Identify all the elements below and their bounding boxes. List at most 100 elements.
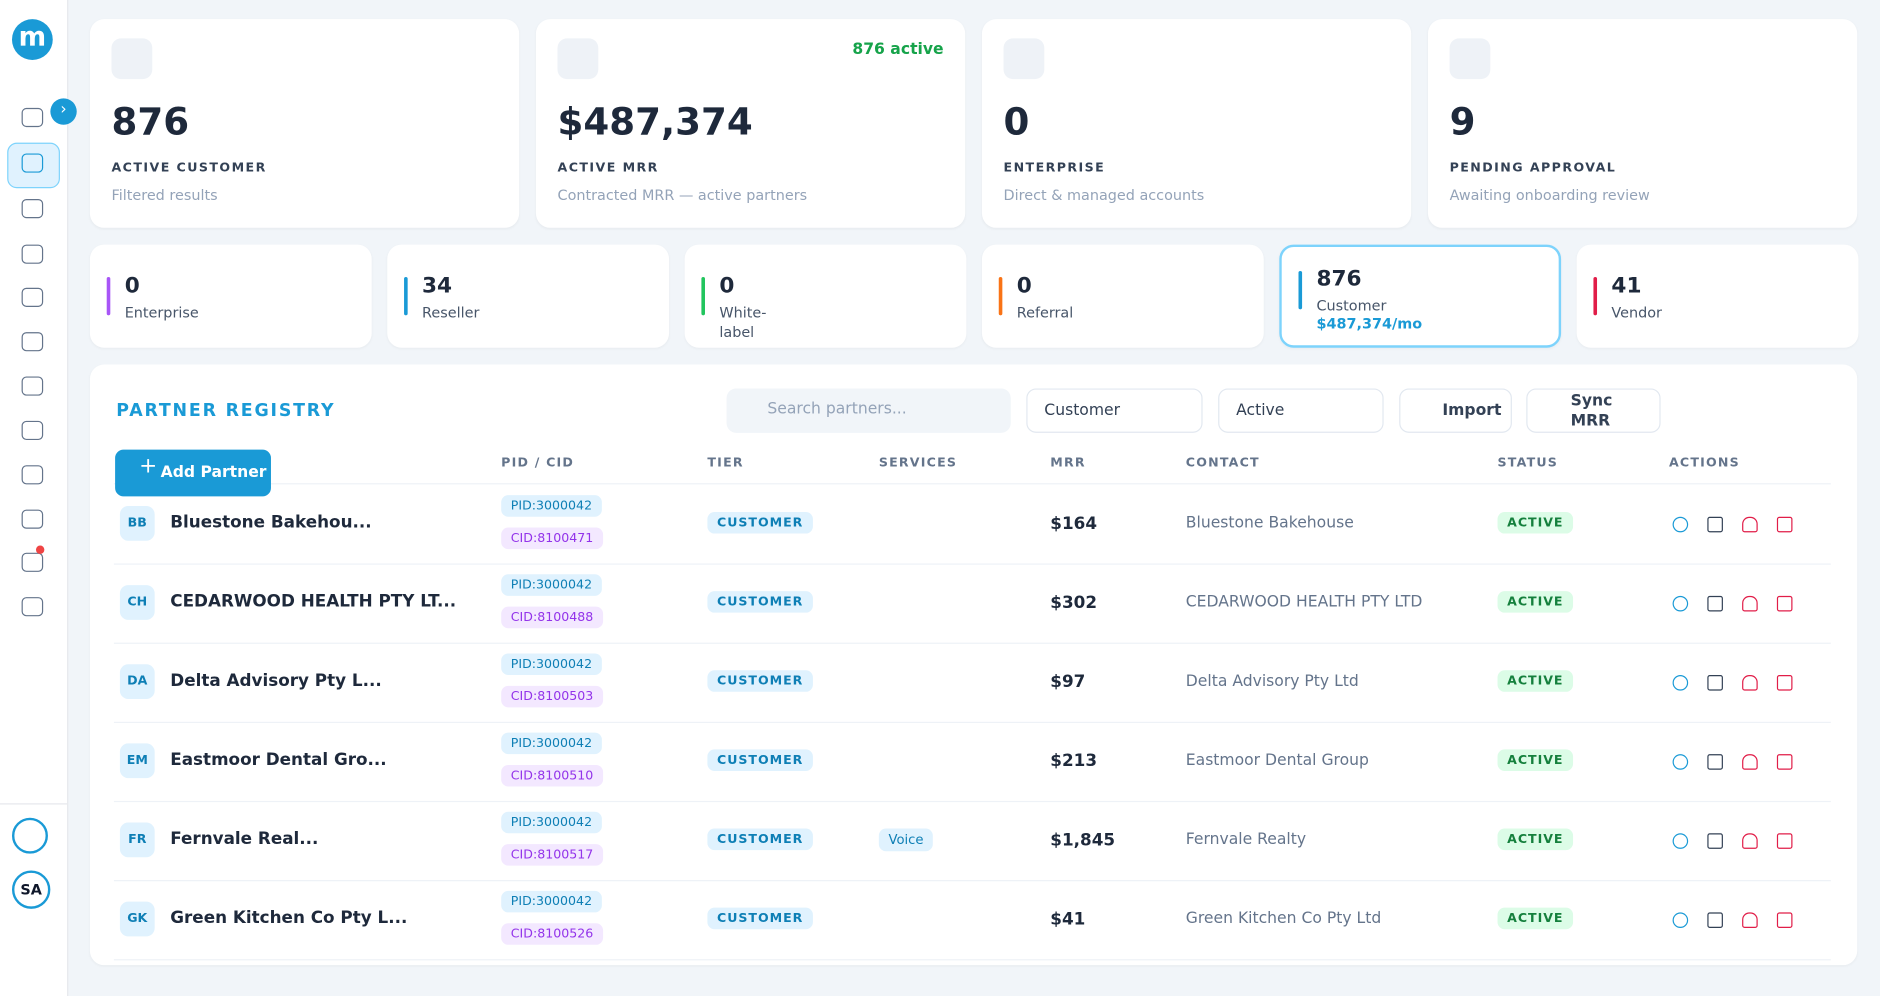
action-icon[interactable] [1707, 516, 1723, 533]
sidebar: m › SA [0, 0, 77, 996]
nav-icon[interactable] [21, 597, 44, 617]
stat-label: ENTERPRISE [1003, 160, 1106, 176]
action-icon[interactable] [1742, 675, 1758, 691]
search-input[interactable]: Search partners... [726, 388, 1011, 433]
action-icon[interactable] [1672, 516, 1689, 533]
nav-icon[interactable] [21, 199, 44, 219]
avatar: EM [119, 743, 155, 779]
contact: CEDARWOOD HEALTH PTY LTD [1185, 593, 1423, 612]
nav-icon[interactable] [21, 465, 44, 485]
tier-bar [1593, 276, 1598, 316]
action-icon[interactable] [1707, 833, 1723, 849]
action-icon[interactable] [1776, 516, 1793, 533]
registry-title: PARTNER REGISTRY [116, 401, 336, 421]
stat-label: PENDING APPROVAL [1449, 160, 1617, 176]
action-icon[interactable] [1707, 912, 1723, 929]
action-icon[interactable] [1776, 595, 1793, 612]
table-row: EM Eastmoor Dental Gro... PID:3000042 CID:8… [113, 722, 1831, 803]
tier-pill: CUSTOMER [707, 907, 813, 930]
table-row: BB Bluestone Bakehou... PID:3000042 CID:810… [113, 484, 1831, 565]
action-icon[interactable] [1742, 516, 1758, 533]
nav-icon[interactable] [21, 153, 44, 173]
action-icon[interactable] [1672, 833, 1689, 849]
nav-icon[interactable] [21, 552, 44, 572]
tier-pill: CUSTOMER [707, 670, 813, 692]
nav-icon[interactable] [21, 509, 44, 529]
nav-icon[interactable] [21, 420, 44, 441]
logo: m [11, 19, 53, 60]
action-icon[interactable] [1707, 675, 1723, 691]
tier-card[interactable]: 0 Enterprise [89, 244, 372, 348]
tier-card[interactable]: 41 Vendor [1576, 244, 1859, 348]
action-icon[interactable] [1776, 754, 1793, 770]
action-icon[interactable] [1742, 833, 1758, 849]
collapse-toggle[interactable]: › [50, 98, 77, 125]
cid-pill: CID:8100526 [501, 923, 603, 945]
contact: Fernvale Realty [1185, 830, 1307, 849]
stat-badge: 876 active [852, 40, 944, 59]
cid-pill: CID:8100510 [501, 764, 603, 787]
stat-card: 9 PENDING APPROVAL Awaiting onboarding rev… [1427, 19, 1858, 228]
contact: Green Kitchen Co Pty Ltd [1185, 910, 1382, 929]
action-icon[interactable] [1742, 912, 1758, 929]
tier-filter[interactable]: Customer [1026, 388, 1203, 433]
tier-card[interactable]: 0 Referral [981, 244, 1264, 348]
nav-icon[interactable] [21, 244, 44, 264]
tier-mrr: $487,374/mo [1316, 315, 1423, 333]
tier-bar [701, 276, 706, 316]
action-icon[interactable] [1776, 675, 1793, 691]
tier-label: Referral [1016, 304, 1074, 322]
stat-card: 0 ENTERPRISE Direct & managed accounts [981, 19, 1412, 228]
add-partner-button[interactable]: Add Partner [115, 449, 271, 497]
status-pill: ACTIVE [1497, 828, 1574, 851]
import-button[interactable]: Import [1399, 388, 1512, 433]
mrr: $41 [1050, 910, 1086, 930]
stat-icon [111, 38, 153, 80]
nav-icon[interactable] [21, 332, 44, 352]
status-filter[interactable]: Active [1218, 388, 1384, 433]
tier-bar [1298, 270, 1303, 310]
tier-label: Enterprise [124, 304, 199, 322]
tier-value: 0 [719, 273, 735, 299]
table-row: DA Delta Advisory Pty L... PID:3000042 CID:… [113, 643, 1831, 723]
column-header: MRR [1050, 455, 1086, 471]
tier-bar [404, 276, 408, 316]
stat-value: 876 [111, 100, 190, 144]
search-button[interactable] [11, 817, 48, 854]
sync-label: Sync MRR [1570, 392, 1613, 431]
action-icon[interactable] [1742, 754, 1758, 770]
action-icon[interactable] [1776, 833, 1793, 849]
action-icon[interactable] [1672, 754, 1689, 770]
user-avatar[interactable]: SA [11, 870, 51, 909]
stat-subtitle: Awaiting onboarding review [1449, 187, 1650, 204]
contact: Eastmoor Dental Group [1185, 751, 1369, 770]
contact: Delta Advisory Pty Ltd [1185, 672, 1359, 691]
action-icon[interactable] [1672, 675, 1689, 691]
pid-pill: PID:3000042 [501, 811, 602, 834]
table-row: CH CEDARWOOD HEALTH PTY LT... PID:3000042 C… [113, 564, 1831, 644]
sync-button[interactable]: Sync MRR [1526, 388, 1661, 433]
nav-icon[interactable] [21, 287, 44, 307]
stat-card: 876 ACTIVE CUSTOMER Filtered results [89, 19, 520, 228]
action-icon[interactable] [1776, 912, 1793, 929]
tier-value: 0 [1016, 273, 1032, 299]
pid-pill: PID:3000042 [501, 890, 602, 913]
tier-card[interactable]: 0 White-label [684, 244, 967, 348]
nav-icon[interactable] [21, 107, 44, 128]
nav-active[interactable] [7, 142, 60, 189]
tier-card[interactable]: 876 Customer $487,374/mo [1279, 244, 1562, 348]
action-icon[interactable] [1672, 595, 1689, 612]
partner-name: Green Kitchen Co Pty L... [170, 908, 408, 929]
notification-dot [35, 545, 45, 554]
nav-icon[interactable] [21, 376, 44, 396]
action-icon[interactable] [1742, 595, 1758, 612]
action-icon[interactable] [1672, 912, 1689, 929]
tier-pill: CUSTOMER [707, 591, 813, 613]
stat-label: ACTIVE MRR [557, 160, 659, 176]
status-pill: ACTIVE [1497, 670, 1574, 692]
action-icon[interactable] [1707, 595, 1723, 612]
tier-card[interactable]: 34 Reseller [387, 244, 670, 348]
column-header: SERVICES [878, 455, 958, 471]
cid-pill: CID:8100503 [501, 685, 603, 708]
action-icon[interactable] [1707, 754, 1723, 770]
